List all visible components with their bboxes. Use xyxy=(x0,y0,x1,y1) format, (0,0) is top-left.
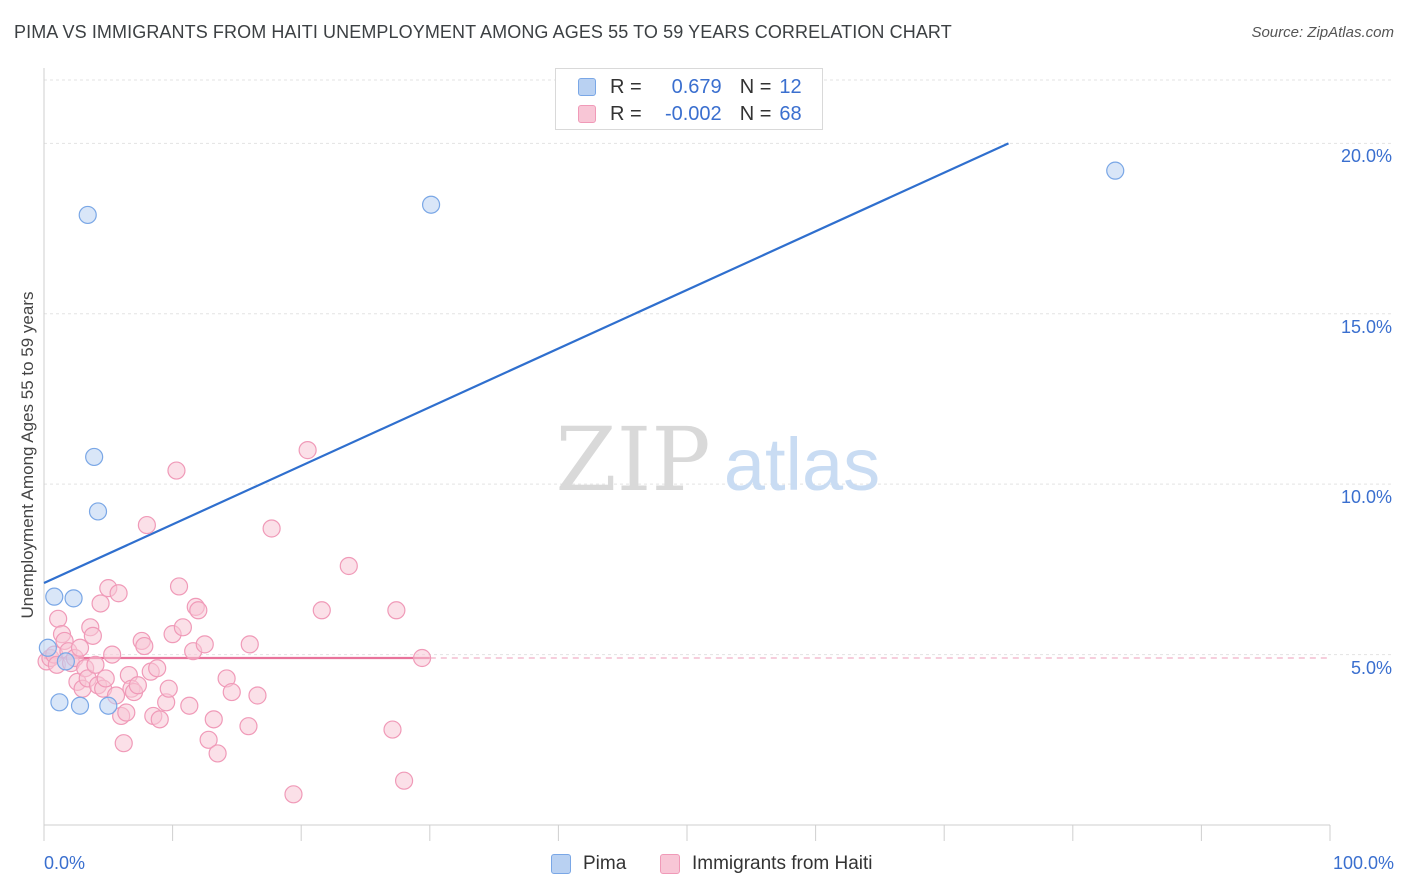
legend-n-value: 12 xyxy=(779,75,802,98)
bottom-legend-swatch-pima xyxy=(551,854,571,874)
gridlines xyxy=(44,79,1392,656)
legend: R = 0.679 N = 12 R = -0.002 N = 68 xyxy=(555,68,823,130)
legend-row-haiti: R = -0.002 N = 68 xyxy=(578,103,802,125)
haiti-point xyxy=(173,618,192,637)
haiti-point xyxy=(70,638,90,657)
legend-r-value: 0.679 xyxy=(671,75,722,98)
haiti-point xyxy=(83,626,102,645)
haiti-point xyxy=(103,645,122,664)
haiti-point xyxy=(222,682,241,702)
haiti-point xyxy=(91,594,110,613)
haiti-point xyxy=(195,635,214,654)
bottom-legend-pima: Pima xyxy=(551,851,626,877)
haiti-point xyxy=(298,441,317,460)
watermark-atlas: atlas xyxy=(724,423,880,506)
legend-n-label: N = xyxy=(739,102,772,125)
bottom-legend-label-pima: Pima xyxy=(583,853,627,874)
legend-n-label: N = xyxy=(739,75,772,98)
trendline-pima xyxy=(43,142,1009,585)
haiti-point xyxy=(412,648,432,668)
legend-r-label: R = xyxy=(610,102,642,125)
haiti-point xyxy=(109,584,128,603)
x-tick-label-min: 0.0% xyxy=(44,853,86,873)
haiti-point xyxy=(169,577,189,596)
x-tick-label-max: 100.0% xyxy=(1332,853,1394,873)
y-tick-label: 5.0% xyxy=(1350,657,1392,678)
haiti-point xyxy=(262,519,281,538)
pima-point xyxy=(70,696,90,715)
haiti-point xyxy=(248,686,267,705)
legend-row-pima: R = 0.679 N = 12 xyxy=(578,76,802,98)
bottom-legend-label-haiti: Immigrants from Haiti xyxy=(692,853,873,874)
haiti-point xyxy=(135,636,154,656)
pima-point xyxy=(45,587,64,606)
haiti-point xyxy=(117,703,136,722)
y-tick-label: 15.0% xyxy=(1340,316,1392,337)
y-tick-label: 10.0% xyxy=(1340,487,1392,508)
trendlines xyxy=(43,142,1330,660)
pima-point xyxy=(78,205,97,225)
haiti-point xyxy=(128,676,147,695)
haiti-point xyxy=(167,461,186,480)
pima-point xyxy=(1106,161,1125,180)
haiti-point xyxy=(189,601,208,620)
pima-point xyxy=(421,195,441,214)
pima-point xyxy=(85,447,104,467)
haiti-point xyxy=(159,679,178,698)
pima-point xyxy=(38,638,57,657)
watermark-zip: ZIP xyxy=(555,408,710,511)
haiti-point xyxy=(387,601,406,620)
haiti-point xyxy=(114,734,133,753)
haiti-point xyxy=(86,655,105,674)
pima-point xyxy=(50,693,69,712)
legend-swatch-pima xyxy=(578,78,596,96)
haiti-point xyxy=(204,710,223,729)
legend-r-label: R = xyxy=(610,75,642,98)
haiti-point xyxy=(208,744,227,763)
pima-point xyxy=(56,652,75,671)
haiti-point xyxy=(284,785,303,804)
haiti-point xyxy=(49,609,68,628)
haiti-point xyxy=(148,659,167,678)
data-points xyxy=(37,161,1125,804)
haiti-point xyxy=(180,696,199,715)
haiti-point xyxy=(96,669,115,688)
legend-n-value: 68 xyxy=(779,102,802,125)
bottom-legend-swatch-haiti xyxy=(660,854,680,874)
y-tick-label: 20.0% xyxy=(1340,146,1392,167)
haiti-point xyxy=(150,710,169,729)
haiti-point xyxy=(199,730,218,749)
haiti-point xyxy=(394,771,414,790)
legend-swatch-haiti xyxy=(578,105,596,123)
pima-point xyxy=(64,589,83,608)
haiti-point xyxy=(240,635,259,654)
haiti-point xyxy=(339,556,358,576)
bottom-legend-haiti: Immigrants from Haiti xyxy=(660,851,873,877)
axes xyxy=(43,68,1331,841)
haiti-point xyxy=(137,515,156,535)
haiti-point xyxy=(383,720,402,739)
chart-title: PIMA VS IMMIGRANTS FROM HAITI UNEMPLOYME… xyxy=(14,22,952,42)
pima-point xyxy=(99,696,118,715)
source-label: Source: ZipAtlas.com xyxy=(1251,24,1394,41)
pima-point xyxy=(88,502,108,521)
watermark: ZIP atlas xyxy=(555,408,880,511)
haiti-point xyxy=(239,717,258,736)
legend-r-value: -0.002 xyxy=(664,102,722,125)
haiti-point xyxy=(312,601,331,620)
